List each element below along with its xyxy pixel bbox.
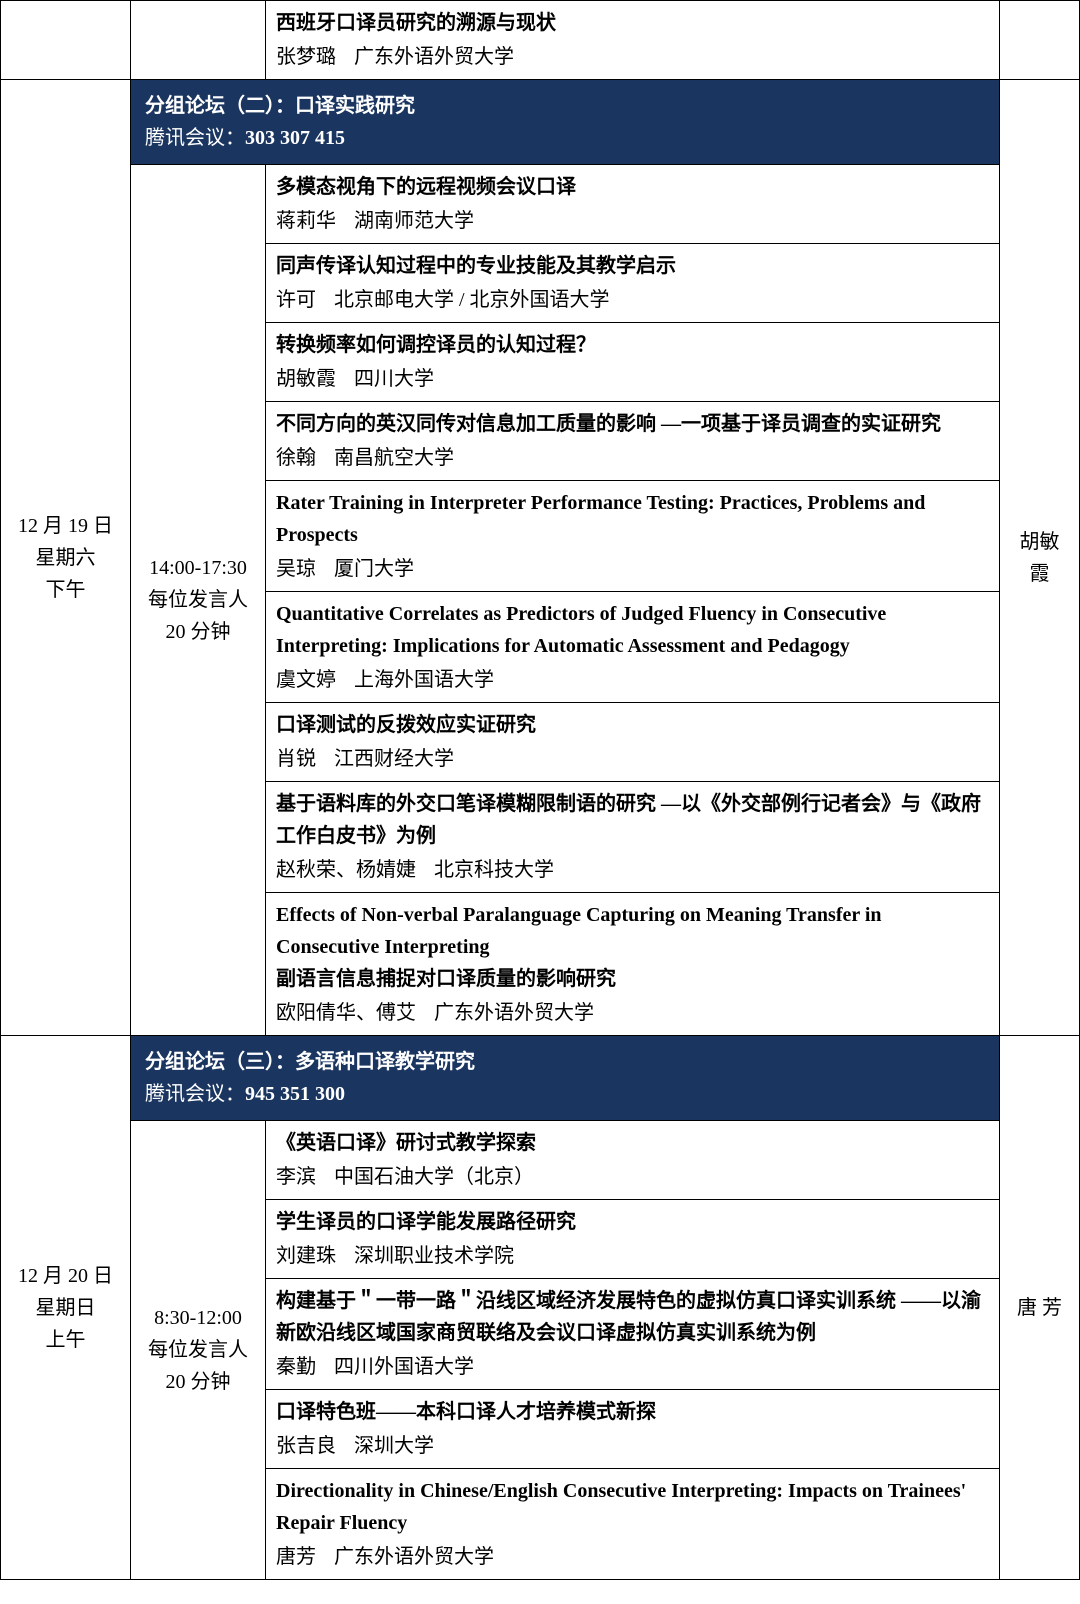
- talk-cell: Directionality in Chinese/English Consec…: [266, 1469, 1000, 1580]
- talk-cell: 转换频率如何调控译员的认知过程？ 胡敏霞四川大学: [266, 323, 1000, 402]
- talk-cell: 《英语口译》研讨式教学探索 李滨中国石油大学（北京）: [266, 1121, 1000, 1200]
- date-line: 星期六: [11, 542, 120, 574]
- talk-row: 8:30-12:00 每位发言人 20 分钟 《英语口译》研讨式教学探索 李滨中…: [1, 1121, 1080, 1200]
- talk-cell: 基于语料库的外交口笔译模糊限制语的研究 —以《外交部例行记者会》与《政府工作白皮…: [266, 782, 1000, 893]
- talk-title: 多模态视角下的远程视频会议口译: [276, 171, 989, 203]
- session-meeting: 腾讯会议：945 351 300: [145, 1078, 985, 1110]
- session-header-row: 12 月 19 日 星期六 下午 分组论坛（二）：口译实践研究 腾讯会议：303…: [1, 80, 1080, 165]
- talk-cell: 不同方向的英汉同传对信息加工质量的影响 —一项基于译员调查的实证研究 徐翰南昌航…: [266, 402, 1000, 481]
- talk-cell: 口译特色班——本科口译人才培养模式新探 张吉良深圳大学: [266, 1390, 1000, 1469]
- date-line: 12 月 19 日: [11, 510, 120, 542]
- talk-cell: Rater Training in Interpreter Performanc…: [266, 481, 1000, 592]
- date-line: 下午: [11, 574, 120, 606]
- session-header-row: 12 月 20 日 星期日 上午 分组论坛（三）：多语种口译教学研究 腾讯会议：…: [1, 1036, 1080, 1121]
- talk-cell: Quantitative Correlates as Predictors of…: [266, 592, 1000, 703]
- session-header-cell: 分组论坛（三）：多语种口译教学研究 腾讯会议：945 351 300: [131, 1036, 1000, 1121]
- talk-cell: 西班牙口译员研究的溯源与现状 张梦璐广东外语外贸大学: [266, 1, 1000, 80]
- moderator-cell: 胡敏霞: [1000, 80, 1080, 1036]
- talk-cell: 构建基于＂一带一路＂沿线区域经济发展特色的虚拟仿真口译实训系统 ——以渝新欧沿线…: [266, 1279, 1000, 1390]
- session-title: 分组论坛（二）：口译实践研究: [145, 90, 985, 122]
- session-header-cell: 分组论坛（二）：口译实践研究 腾讯会议：303 307 415: [131, 80, 1000, 165]
- talk-row: 14:00-17:30 每位发言人 20 分钟 多模态视角下的远程视频会议口译 …: [1, 165, 1080, 244]
- session-meeting: 腾讯会议：303 307 415: [145, 122, 985, 154]
- schedule-table: 西班牙口译员研究的溯源与现状 张梦璐广东外语外贸大学 12 月 19 日 星期六…: [0, 0, 1080, 1580]
- talk-cell: 学生译员的口译学能发展路径研究 刘建珠深圳职业技术学院: [266, 1200, 1000, 1279]
- talk-cell: 多模态视角下的远程视频会议口译 蒋莉华湖南师范大学: [266, 165, 1000, 244]
- talk-cell: Effects of Non-verbal Paralanguage Captu…: [266, 893, 1000, 1036]
- talk-speaker: 蒋莉华湖南师范大学: [276, 205, 989, 237]
- moderator-cell: 唐 芳: [1000, 1036, 1080, 1580]
- time-cell: 14:00-17:30 每位发言人 20 分钟: [131, 165, 266, 1036]
- session-title: 分组论坛（三）：多语种口译教学研究: [145, 1046, 985, 1078]
- talk-cell: 同声传译认知过程中的专业技能及其教学启示 许可北京邮电大学 / 北京外国语大学: [266, 244, 1000, 323]
- talk-cell: 口译测试的反拨效应实证研究 肖锐江西财经大学: [266, 703, 1000, 782]
- date-cell-empty: [1, 1, 131, 80]
- moderator-cell-empty: [1000, 1, 1080, 80]
- talk-row: 西班牙口译员研究的溯源与现状 张梦璐广东外语外贸大学: [1, 1, 1080, 80]
- time-cell: 8:30-12:00 每位发言人 20 分钟: [131, 1121, 266, 1580]
- time-cell-empty: [131, 1, 266, 80]
- talk-title: 西班牙口译员研究的溯源与现状: [276, 7, 989, 39]
- talk-speaker: 张梦璐广东外语外贸大学: [276, 41, 989, 73]
